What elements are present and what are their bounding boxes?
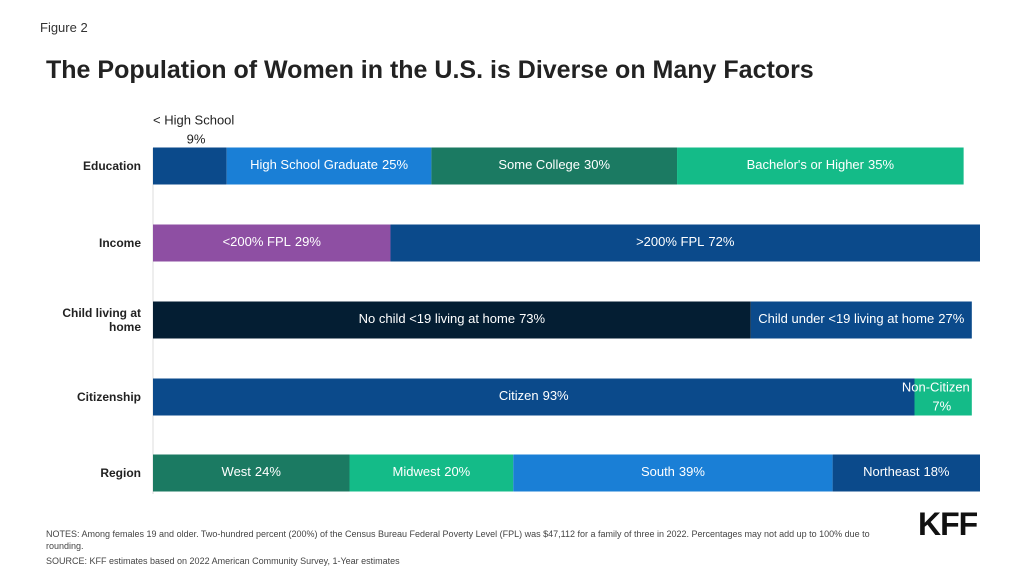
segment-name: Northeast [863,464,920,479]
segment-name: No child <19 living at home [359,311,515,326]
segment-label: West 24% [222,464,282,479]
logo: KFF [918,506,978,542]
segment-label: No child <19 living at home 73% [359,311,546,326]
notes: NOTES: Among females 19 and older. Two-h… [46,529,870,551]
value-label: 39% [679,464,705,479]
bar-segment [431,147,678,185]
value-label: 29% [295,234,321,249]
value-label: 27% [938,311,964,326]
segment-label: South 39% [641,464,705,479]
row-label: Income [98,236,141,250]
bar-segment [832,454,980,492]
value-label: 24% [255,464,281,479]
bar-segment [153,147,227,185]
segment-label: Some College 30% [498,157,610,172]
segment-label: Child under <19 living at home 27% [758,311,964,326]
segment-name: Bachelor's or Higher [747,157,865,172]
segment-label: High School Graduate 25% [250,157,408,172]
value-label: 20% [444,464,470,479]
bar-segment [914,378,972,416]
value-label: 7% [932,398,951,413]
segment-label: Northeast 18% [863,464,950,479]
segment-label: >200% FPL 72% [636,234,735,249]
bar-segment [677,147,964,185]
bar-segment [349,454,514,492]
segment-name: Some College [498,157,580,172]
bar-segment [390,224,980,262]
row-label: Education [82,159,141,173]
segment-label: Midwest 20% [393,464,471,479]
bar-segment [750,301,972,339]
bar-segment [513,454,833,492]
value-label: 25% [382,157,408,172]
bar-segment [153,224,391,262]
row-label: Child living at home [62,306,141,334]
bar-segment [153,454,350,492]
segment-name: Midwest [393,464,441,479]
segment-label: Citizen 93% [499,388,569,403]
segment-name: Citizen [499,388,539,403]
value-label: 9% [187,131,206,146]
value-label: 18% [923,464,949,479]
segment-name: <200% FPL [223,234,291,249]
row-label: Region [100,466,141,480]
bar-segment [153,301,751,339]
segment-name: Child under <19 living at home [758,311,934,326]
segment-name: High School Graduate [250,157,378,172]
row-label: Citizenship [76,390,141,404]
value-label: 93% [543,388,569,403]
segment-label: Bachelor's or Higher 35% [747,157,895,172]
segment-label: < High School [153,112,234,127]
segment-name: >200% FPL [636,234,704,249]
bar-segment [153,378,915,416]
value-label: 35% [868,157,894,172]
value-label: 73% [519,311,545,326]
value-label: 30% [584,157,610,172]
segment-name: West [222,464,252,479]
source: SOURCE: KFF estimates based on 2022 Amer… [46,556,400,566]
segment-label: <200% FPL 29% [223,234,322,249]
segment-name: South [641,464,675,479]
chart-title: The Population of Women in the U.S. is D… [46,56,814,84]
bar-segment [226,147,432,185]
figure-label: Figure 2 [40,20,88,35]
segment-label: Non-Citizen [902,379,970,394]
value-label: 72% [708,234,734,249]
